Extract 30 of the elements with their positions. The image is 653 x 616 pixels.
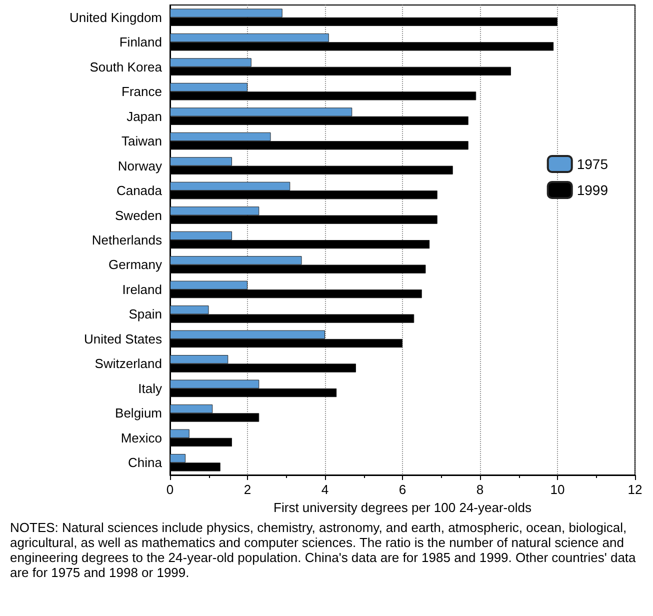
y-tick-label: Canada — [116, 183, 163, 198]
y-tick-label: United Kingdom — [70, 10, 162, 25]
y-tick-label: Italy — [138, 380, 162, 396]
x-tick-label: 6 — [398, 482, 406, 497]
y-tick-label: Norway — [118, 158, 162, 174]
y-tick-label: Japan — [126, 108, 162, 124]
y-tick-label: South Korea — [90, 59, 163, 74]
text: NOTES: Natural sciences include physics, chemistry, astronomy, and earth, atmospheric, ocean, biological, agricultural, as well as mathematics and computer sciences. The ratio is the number of natural science and engineering degrees to the 24-year-old population. China's data are for 1985 and 1999. Other countries' data are for 1975 and 1998 or 1999. — [10, 520, 637, 580]
y-tick-label: Switzerland — [94, 356, 162, 372]
y-tick-label: Belgium — [115, 406, 162, 421]
legend-label: 1999 — [576, 182, 608, 198]
y-tick-label: Netherlands — [92, 232, 162, 248]
x-tick-label: 0 — [166, 482, 174, 497]
y-tick-label: Germany — [108, 257, 162, 272]
legend-label: 1975 — [576, 156, 608, 172]
x-tick-label: 4 — [321, 482, 329, 497]
y-tick-label: China — [128, 455, 163, 470]
y-tick-label: Finland — [119, 34, 162, 50]
x-tick-label: 2 — [244, 482, 252, 497]
y-tick-label: Mexico — [120, 430, 162, 446]
y-tick-label: Spain — [128, 306, 162, 322]
y-tick-label: France — [122, 84, 162, 100]
y-tick-label: Taiwan — [122, 134, 162, 149]
y-tick-label: Ireland — [122, 282, 162, 297]
x-tick-label: 10 — [550, 482, 565, 497]
x-tick-label: 8 — [476, 482, 484, 497]
y-tick-label: Sweden — [115, 208, 162, 223]
x-tick-label: 12 — [628, 482, 642, 497]
x-axis-title: First university degrees per 100 24-year-olds — [274, 500, 532, 515]
y-tick-label: United States — [84, 331, 162, 346]
